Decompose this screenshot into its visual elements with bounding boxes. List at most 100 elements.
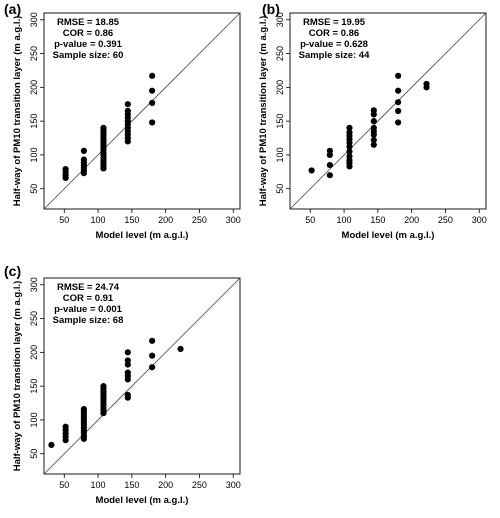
y-tick-label: 50	[29, 184, 39, 194]
x-tick-label: 150	[370, 215, 385, 225]
data-point	[370, 141, 377, 148]
stat-line: p-value = 0.628	[300, 39, 368, 50]
data-point	[149, 364, 156, 371]
y-tick-label: 150	[275, 114, 285, 129]
data-point	[346, 124, 353, 131]
data-point	[395, 87, 402, 94]
data-point	[370, 107, 377, 114]
data-point	[149, 337, 156, 344]
data-point	[395, 119, 402, 126]
x-tick-label: 150	[124, 480, 139, 490]
y-tick-label: 250	[29, 46, 39, 61]
x-tick-label: 250	[192, 480, 207, 490]
y-tick-label: 100	[29, 147, 39, 162]
data-point	[370, 136, 377, 144]
stat-line: RMSE = 24.74	[57, 282, 120, 293]
y-tick-label: 150	[29, 114, 39, 129]
data-point	[80, 406, 87, 413]
x-axis-title: Model level (m a.g.l.)	[342, 230, 435, 241]
data-point	[62, 166, 69, 173]
data-point	[149, 119, 156, 126]
plot-frame	[43, 277, 241, 475]
x-tick-label: 300	[226, 215, 241, 225]
x-tick-label: 50	[305, 215, 315, 225]
data-point	[370, 118, 377, 125]
stat-line: Sample size: 60	[53, 50, 124, 61]
data-point	[149, 352, 156, 359]
data-point	[149, 87, 156, 94]
x-tick-label: 250	[192, 215, 207, 225]
y-tick-label: 50	[29, 449, 39, 459]
stat-line: p-value = 0.391	[54, 39, 123, 50]
scatter-panel-2: (b) 50 100 150 200 250 300 50 100 150 200 250 300 Mod…	[258, 1, 487, 241]
stat-line: RMSE = 19.95	[303, 17, 366, 28]
y-axis-title: Half-way of PM10 transition layer (m a.g…	[258, 16, 269, 207]
y-tick-label: 300	[275, 12, 285, 27]
stat-line: Sample size: 68	[53, 315, 124, 326]
stat-line: COR = 0.86	[63, 28, 113, 39]
data-point	[395, 107, 402, 115]
x-tick-label: 250	[438, 215, 453, 225]
y-tick-label: 100	[275, 147, 285, 162]
x-tick-label: 300	[226, 480, 241, 490]
y-tick-label: 200	[275, 80, 285, 95]
x-tick-label: 200	[158, 215, 173, 225]
scatter-panel-1: (a) 50 100 150 200 250 300 50 100 150 200 250 300 Mod…	[4, 1, 241, 241]
x-tick-label: 100	[91, 480, 106, 490]
data-point	[149, 72, 156, 79]
plot-frame	[43, 12, 241, 210]
data-point	[395, 99, 402, 106]
x-axis-title: Model level (m a.g.l.)	[96, 230, 189, 241]
one-to-one-line	[43, 277, 241, 475]
data-point	[370, 124, 377, 131]
data-point	[80, 147, 87, 154]
stat-line: p-value = 0.001	[54, 304, 123, 315]
data-point	[100, 383, 107, 390]
x-tick-label: 100	[337, 215, 352, 225]
data-point	[346, 153, 353, 160]
y-tick-label: 250	[275, 46, 285, 61]
x-tick-label: 200	[404, 215, 419, 225]
data-point	[124, 107, 131, 115]
scatter-panel-3: (c) 50 100 150 200 250 300 50 100 150 200 250 300 Mod…	[4, 263, 241, 506]
one-to-one-line	[289, 12, 487, 210]
data-point	[149, 99, 156, 106]
x-tick-label: 100	[91, 215, 106, 225]
data-point	[48, 441, 55, 449]
data-point	[80, 156, 87, 163]
y-axis-title: Half-way of PM10 transition layer (m a.g…	[12, 16, 23, 207]
y-tick-label: 50	[275, 184, 285, 194]
y-tick-label: 150	[29, 379, 39, 394]
data-point	[326, 172, 333, 179]
data-point	[346, 148, 353, 155]
data-point	[395, 72, 402, 79]
data-point	[308, 167, 315, 174]
data-point	[326, 161, 333, 169]
x-tick-label: 300	[472, 215, 487, 225]
data-point	[100, 124, 107, 131]
data-point	[423, 80, 430, 88]
data-point	[124, 349, 131, 356]
plot-frame	[289, 12, 487, 210]
panel-label: (c)	[4, 263, 21, 279]
x-tick-label: 50	[59, 215, 69, 225]
data-point	[124, 369, 131, 376]
data-point	[346, 129, 353, 136]
y-tick-label: 300	[29, 12, 39, 27]
data-point	[62, 423, 69, 430]
data-point	[326, 147, 333, 154]
x-tick-label: 150	[124, 215, 139, 225]
data-point	[124, 391, 131, 399]
panel-label: (a)	[4, 1, 21, 17]
stat-line: Sample size: 44	[299, 50, 370, 61]
x-axis-title: Model level (m a.g.l.)	[96, 495, 189, 506]
one-to-one-line	[43, 12, 241, 210]
data-point	[177, 345, 184, 353]
stat-line: COR = 0.91	[63, 293, 114, 304]
y-tick-label: 250	[29, 311, 39, 326]
y-tick-label: 200	[29, 345, 39, 360]
y-tick-label: 200	[29, 80, 39, 95]
stat-line: COR = 0.86	[309, 28, 359, 39]
panel-label: (b)	[262, 1, 280, 17]
